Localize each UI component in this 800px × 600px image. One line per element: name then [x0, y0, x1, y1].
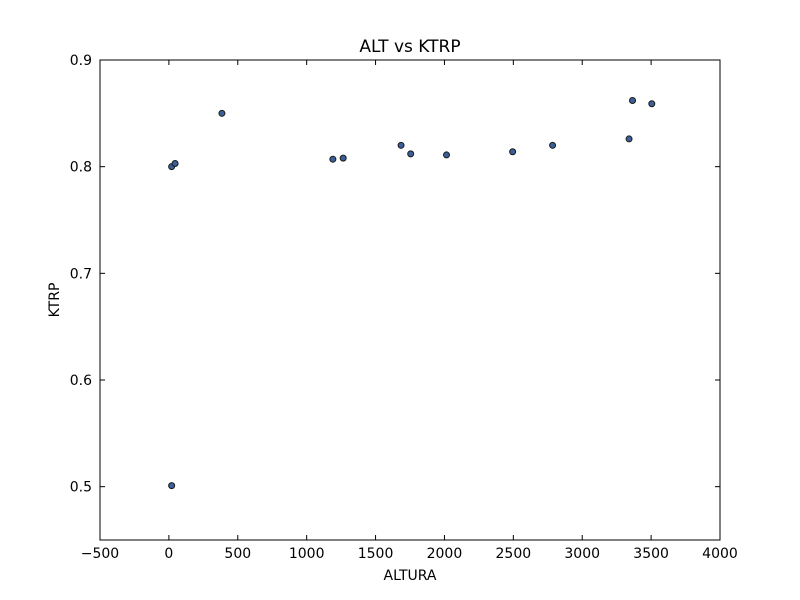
data-point [171, 159, 179, 167]
x-tick-label: 3500 [633, 546, 669, 562]
y-tick-label: 0.8 [70, 160, 92, 176]
axis-ticks: −500 0 500 1000 1500 2000 2500 3000 3500 4000 0.5 0… [70, 53, 738, 562]
data-point [397, 141, 405, 149]
data-point [443, 151, 451, 159]
y-tick-label: 0.5 [70, 480, 92, 496]
x-tick-label: 500 [224, 546, 251, 562]
data-point [648, 100, 656, 108]
x-tick-label: 4000 [702, 546, 738, 562]
data-point [625, 135, 633, 143]
data-point [168, 482, 176, 490]
y-tick-label: 0.9 [70, 53, 92, 69]
x-tick-label: 1000 [289, 546, 325, 562]
data-point [629, 97, 637, 105]
data-point [509, 148, 517, 156]
data-point [329, 155, 337, 163]
data-point [407, 150, 415, 158]
y-tick-label: 0.7 [70, 266, 92, 282]
data-points [168, 97, 656, 490]
x-tick-label: 0 [164, 546, 173, 562]
chart-title: ALT vs KTRP [359, 37, 460, 57]
x-axis-label: ALTURA [384, 568, 437, 584]
data-point [339, 154, 347, 162]
x-tick-label: 3000 [564, 546, 600, 562]
data-point [218, 109, 226, 117]
data-point [549, 141, 557, 149]
x-tick-label: 2000 [427, 546, 463, 562]
y-axis-label: KTRP [47, 283, 63, 318]
x-tick-label: 1500 [358, 546, 394, 562]
x-tick-label: 2500 [496, 546, 532, 562]
plot-area [99, 59, 721, 541]
x-tick-label: −500 [81, 546, 119, 562]
y-tick-label: 0.6 [70, 373, 92, 389]
